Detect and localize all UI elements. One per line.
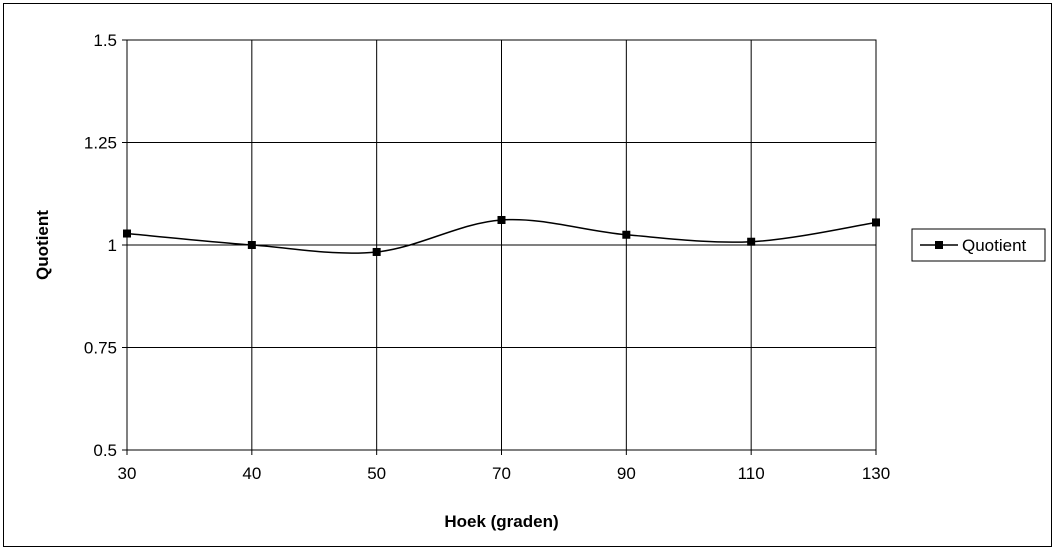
- legend-label: Quotient: [962, 236, 1027, 255]
- y-tick-label: 0.75: [84, 339, 117, 358]
- data-point: [622, 230, 631, 239]
- y-tick-label: 1.5: [93, 31, 117, 50]
- data-point: [497, 215, 506, 224]
- data-point: [872, 218, 880, 227]
- x-tick-label: 70: [492, 464, 511, 483]
- x-axis-label: Hoek (graden): [444, 512, 558, 531]
- chart-frame: [3, 3, 1052, 547]
- data-point: [247, 241, 256, 249]
- data-point: [747, 237, 756, 246]
- y-tick-label: 1.25: [84, 134, 117, 153]
- gridlines: [126, 39, 877, 451]
- legend: Quotient: [911, 228, 1046, 262]
- x-tick-label: 30: [118, 464, 137, 483]
- y-tick-label: 0.5: [93, 441, 117, 460]
- x-tick-label: 110: [738, 464, 765, 483]
- data-point: [123, 229, 131, 238]
- x-tick-label: 50: [367, 464, 386, 483]
- data-point: [372, 247, 381, 256]
- x-tick-label: 90: [617, 464, 636, 483]
- x-tick-label: 130: [862, 464, 890, 483]
- series-markers: [123, 215, 880, 256]
- x-axis: 30 40 50 70 90 110 130: [118, 450, 890, 483]
- y-axis-label: Quotient: [33, 210, 52, 280]
- y-axis: 1.5 1.25 1 0.75 0.5: [84, 31, 127, 460]
- x-tick-label: 40: [242, 464, 261, 483]
- legend-marker-icon: [935, 241, 943, 249]
- y-tick-label: 1: [108, 236, 117, 255]
